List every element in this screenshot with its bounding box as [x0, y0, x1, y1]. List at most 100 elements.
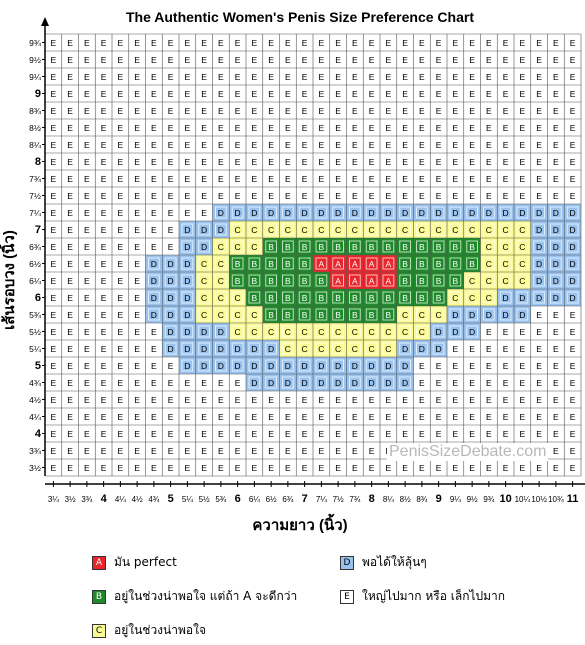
- heatmap-cell: E: [45, 255, 62, 272]
- heatmap-cell: E: [413, 425, 431, 442]
- heatmap-cell: E: [380, 170, 397, 187]
- cell-code: E: [201, 463, 207, 473]
- cell-fill: [78, 153, 96, 170]
- heatmap-cell: E: [95, 442, 112, 459]
- heatmap-cell: E: [547, 374, 565, 391]
- heatmap-cell: B: [346, 289, 364, 306]
- cell-code: E: [168, 157, 174, 167]
- cell-code: C: [419, 310, 425, 320]
- y-tick-label: 4¼: [29, 412, 42, 422]
- cell-fill: [480, 204, 498, 221]
- cell-inner-box: [399, 342, 411, 355]
- heatmap-cell: E: [564, 170, 581, 187]
- cell-fill: [246, 425, 263, 442]
- heatmap-cell: D: [212, 357, 230, 374]
- cell-inner-box: [265, 376, 277, 389]
- cell-fill: [95, 221, 112, 238]
- heatmap-cell: E: [564, 119, 581, 136]
- heatmap-cell: E: [45, 119, 62, 136]
- cell-code: E: [84, 72, 90, 82]
- heatmap-cell: E: [45, 442, 62, 459]
- cell-code: E: [486, 72, 492, 82]
- cell-fill: [212, 459, 230, 476]
- cell-inner-box: [483, 223, 495, 236]
- heatmap-cell: E: [497, 136, 514, 153]
- heatmap-cell: E: [329, 119, 347, 136]
- cell-inner-box: [332, 325, 344, 338]
- cell-code: E: [201, 38, 207, 48]
- cell-inner-box: [466, 257, 478, 270]
- cell-fill: [463, 272, 481, 289]
- cell-inner-box: [483, 240, 495, 253]
- cell-fill: [61, 459, 79, 476]
- heatmap-cell: E: [463, 119, 481, 136]
- heatmap-cell: E: [497, 391, 514, 408]
- heatmap-cell: D: [246, 204, 263, 221]
- cell-code: D: [184, 225, 190, 235]
- heatmap-cell: B: [279, 289, 297, 306]
- cell-inner-box: [382, 257, 395, 270]
- cell-code: C: [503, 276, 509, 286]
- heatmap-cell: E: [95, 391, 112, 408]
- cell-fill: [329, 323, 347, 340]
- cell-fill: [363, 323, 380, 340]
- cell-fill: [413, 102, 431, 119]
- cell-fill: [313, 34, 330, 51]
- cell-fill: [430, 374, 447, 391]
- cell-inner-box: [315, 376, 328, 389]
- cell-fill: [162, 306, 179, 323]
- cell-fill: [162, 340, 179, 357]
- cell-fill: [430, 68, 447, 85]
- heatmap-cell: C: [229, 221, 246, 238]
- heatmap-cell: D: [346, 374, 364, 391]
- cell-fill: [45, 374, 62, 391]
- heatmap-cell: B: [296, 255, 313, 272]
- cell-fill: [296, 119, 313, 136]
- cell-code: E: [369, 89, 375, 99]
- cell-inner-box: [365, 376, 378, 389]
- cell-fill: [279, 238, 297, 255]
- cell-code: E: [503, 191, 509, 201]
- cell-fill: [346, 357, 364, 374]
- cell-fill: [396, 170, 414, 187]
- cell-code: E: [101, 412, 107, 422]
- heatmap-cell: E: [145, 170, 163, 187]
- cell-fill: [279, 289, 297, 306]
- heatmap-cell: E: [530, 391, 548, 408]
- cell-code: E: [101, 225, 107, 235]
- cell-fill: [262, 34, 280, 51]
- heatmap-cell: C: [296, 323, 313, 340]
- cell-fill: [162, 442, 179, 459]
- cell-fill: [246, 357, 263, 374]
- heatmap-cell: C: [497, 221, 514, 238]
- heatmap-cell: B: [296, 272, 313, 289]
- cell-code: E: [168, 412, 174, 422]
- heatmap-cell: E: [380, 34, 397, 51]
- cell-fill: [95, 272, 112, 289]
- heatmap-cell: E: [145, 51, 163, 68]
- heatmap-cell: E: [145, 102, 163, 119]
- cell-fill: [380, 272, 397, 289]
- cell-fill: [212, 306, 230, 323]
- heatmap-cell: B: [413, 289, 431, 306]
- heatmap-cell: E: [212, 153, 230, 170]
- cell-fill: [530, 238, 548, 255]
- y-tick-label: 4½: [29, 395, 41, 405]
- cell-code: B: [369, 242, 375, 252]
- heatmap-cell: E: [463, 136, 481, 153]
- cell-code: E: [520, 463, 526, 473]
- cell-code: D: [268, 208, 274, 218]
- heatmap-cell: E: [95, 374, 112, 391]
- heatmap-cell: E: [229, 153, 246, 170]
- heatmap-cell: E: [195, 408, 213, 425]
- heatmap-cell: E: [212, 51, 230, 68]
- heatmap-cell: E: [45, 238, 62, 255]
- cell-code: E: [101, 55, 107, 65]
- heatmap-cell: E: [145, 391, 163, 408]
- cell-code: E: [436, 106, 442, 116]
- heatmap-cell: C: [212, 255, 230, 272]
- cell-code: E: [168, 225, 174, 235]
- cell-code: C: [218, 276, 224, 286]
- cell-fill: [212, 221, 230, 238]
- heatmap-cell: C: [480, 238, 498, 255]
